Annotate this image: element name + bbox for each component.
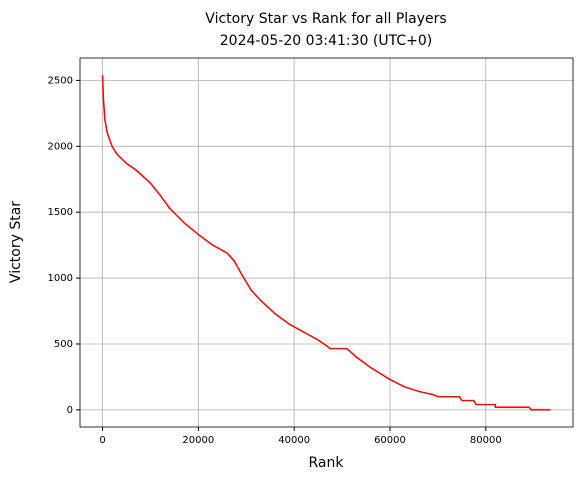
chart-title: Victory Star vs Rank for all Players (205, 11, 446, 27)
x-tick-label: 80000 (470, 435, 502, 446)
x-tick-label: 40000 (278, 435, 310, 446)
x-tick-label: 20000 (182, 435, 214, 446)
y-axis-label: Victory Star (8, 201, 24, 283)
y-tick-label: 2000 (48, 141, 73, 152)
y-tick-label: 500 (54, 339, 73, 350)
y-tick-label: 1000 (48, 273, 73, 284)
plot-frame (79, 57, 574, 428)
x-tick-label: 60000 (374, 435, 406, 446)
y-tick-label: 1500 (48, 207, 73, 218)
x-axis-label: Rank (309, 455, 345, 471)
x-tick-label: 0 (99, 435, 105, 446)
y-tick-label: 0 (67, 405, 73, 416)
y-tick-label: 2500 (48, 75, 73, 86)
chart-subtitle: 2024-05-20 03:41:30 (UTC+0) (220, 33, 432, 49)
data-line (101, 75, 551, 411)
